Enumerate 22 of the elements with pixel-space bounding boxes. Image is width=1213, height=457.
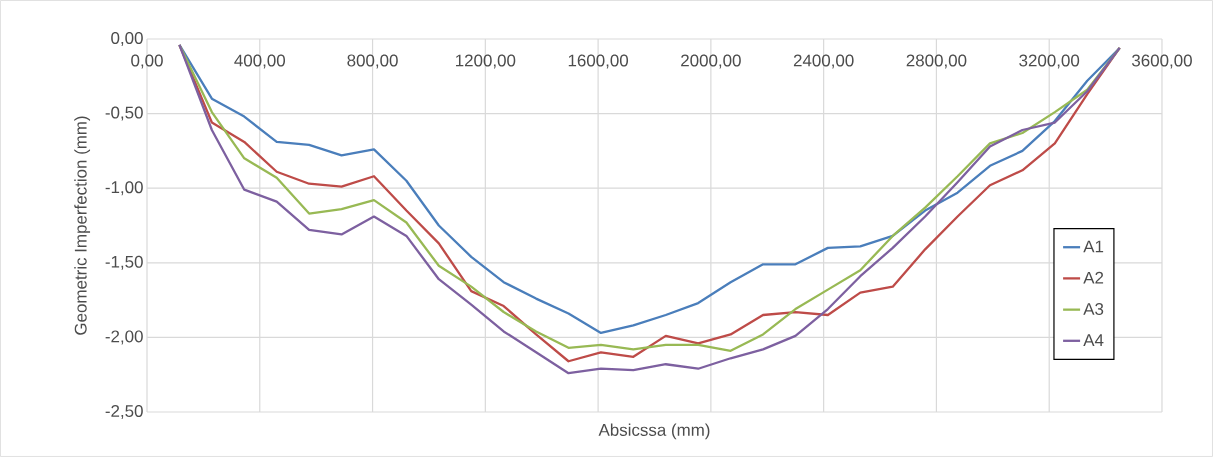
x-axis-title: Absicssa (mm) <box>598 423 710 440</box>
legend-label: A1 <box>1083 240 1104 253</box>
y-tick-label: -0,50 <box>105 106 143 121</box>
x-tick-label: 2800,00 <box>906 54 967 69</box>
x-tick-label: 400,00 <box>234 54 286 69</box>
y-tick-label: -2,50 <box>105 404 143 419</box>
legend-label: A4 <box>1083 334 1104 346</box>
x-tick-label: 1600,00 <box>568 54 629 69</box>
x-tick-label: 1200,00 <box>456 54 516 69</box>
x-tick-label: 2000,00 <box>681 54 741 69</box>
x-tick-label: 800,00 <box>347 54 398 69</box>
y-tick-label: -2,00 <box>105 330 143 345</box>
x-tick-label: 3600,00 <box>1132 54 1192 69</box>
y-axis-title: Geometric Imperfection (mm) <box>74 116 91 335</box>
legend-label: A3 <box>1083 302 1104 315</box>
y-tick-label: -1,00 <box>105 181 143 196</box>
x-tick-label: 3200,00 <box>1019 54 1080 69</box>
x-tick-label: 0,00 <box>131 54 163 69</box>
x-tick-label: 2400,00 <box>793 54 854 69</box>
y-tick-label: -1,50 <box>105 255 143 270</box>
y-tick-label: 0,00 <box>111 31 143 46</box>
legend-label: A2 <box>1083 271 1104 284</box>
